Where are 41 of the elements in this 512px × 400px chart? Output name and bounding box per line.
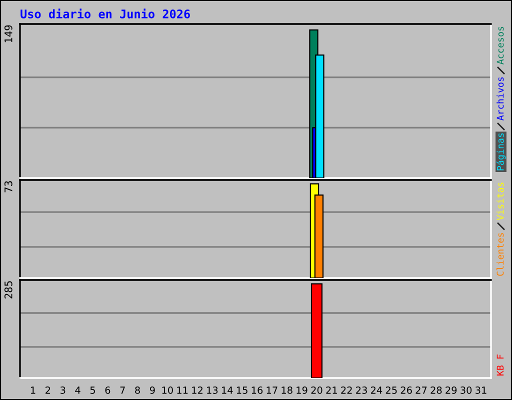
text: KB F [496, 354, 504, 376]
text: Páginas [496, 133, 506, 170]
x-tick-label: 20 [311, 386, 322, 394]
x-tick-label: 6 [105, 386, 110, 394]
x-tick-label: 26 [400, 386, 412, 394]
x-tick-label: 27 [416, 386, 427, 394]
x-tick-label: 5 [90, 386, 95, 394]
x-tick-label: 31 [476, 386, 486, 394]
text: Visitas [496, 182, 504, 220]
text: Clientes [496, 233, 504, 276]
x-tick-label: 10 [162, 386, 173, 394]
text: 73 [4, 181, 12, 192]
x-tick-label: 19 [296, 386, 308, 394]
x-tick-label: 15 [236, 386, 248, 394]
chart-title: Uso diario en Junio 2026 [20, 8, 190, 18]
x-tick-label: 9 [150, 386, 155, 394]
x-tick-label: 30 [460, 386, 472, 394]
x-tick-label: 2 [46, 386, 50, 394]
x-tick-label: 11 [177, 386, 188, 394]
x-tick-label: 7 [120, 386, 125, 394]
x-tick-label: 22 [341, 386, 352, 394]
x-tick-label: 23 [356, 386, 367, 394]
text: Archivos [496, 77, 504, 120]
text: Accesos [496, 26, 504, 64]
x-tick-label: 13 [207, 386, 218, 394]
x-tick-label: 1 [30, 386, 36, 394]
text: 285 [4, 281, 12, 298]
x-tick-label: 21 [326, 386, 337, 394]
x-tick-label: 12 [192, 386, 202, 394]
x-tick-label: 24 [370, 386, 382, 394]
x-tick-label: 17 [266, 386, 278, 394]
text: 149 [4, 25, 12, 42]
x-tick-label: 3 [60, 386, 66, 394]
x-tick-label: 28 [430, 386, 442, 394]
x-tick-label: 14 [222, 386, 233, 394]
x-tick-label: 4 [75, 386, 80, 394]
x-tick-label: 25 [386, 386, 397, 394]
x-tick-label: 18 [282, 386, 292, 394]
x-tick-label: 16 [252, 386, 263, 394]
x-tick-label: 8 [135, 386, 140, 394]
x-tick-label: 29 [446, 386, 457, 394]
